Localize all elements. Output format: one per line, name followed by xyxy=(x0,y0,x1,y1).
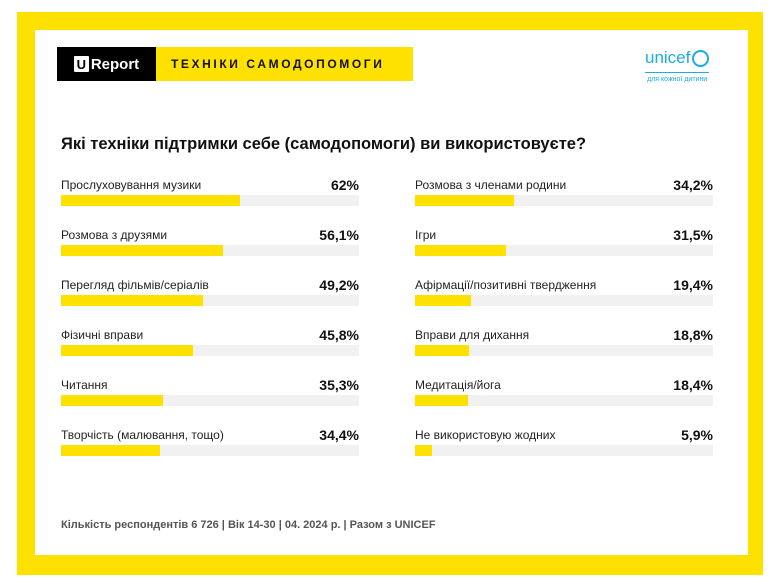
bar-track xyxy=(61,345,359,356)
bar-fill xyxy=(61,245,224,256)
bar-fill xyxy=(415,195,514,206)
unicef-globe-icon xyxy=(692,49,710,67)
bar-value: 5,9% xyxy=(681,427,713,443)
chart-title: Які техніки підтримки себе (самодопомоги… xyxy=(61,135,587,153)
bar-track xyxy=(61,295,359,306)
logo-text: Report xyxy=(90,55,140,73)
header-bar: U Report ТЕХНІКИ САМОДОПОМОГИ xyxy=(57,47,413,81)
bar-item: Читання 35,3% xyxy=(61,372,359,412)
bar-label: Не використовую жодних xyxy=(415,428,556,442)
bar-fill xyxy=(61,195,241,206)
bar-label: Розмова з друзями xyxy=(61,228,168,242)
bar-item: Медитація/йога 18,4% xyxy=(415,372,713,412)
bar-value: 45,8% xyxy=(319,327,359,343)
divider xyxy=(645,72,710,73)
bar-track xyxy=(61,245,359,256)
ureport-logo: U Report xyxy=(57,47,156,81)
bar-value: 34,2% xyxy=(673,177,713,193)
bar-label: Афірмації/позитивні твердження xyxy=(415,278,597,292)
u-icon: U xyxy=(73,56,89,72)
bar-fill xyxy=(61,395,164,406)
bar-value: 49,2% xyxy=(319,277,359,293)
bar-value: 31,5% xyxy=(673,227,713,243)
bar-track xyxy=(415,195,713,206)
bar-value: 18,8% xyxy=(673,327,713,343)
bar-item: Не використовую жодних 5,9% xyxy=(415,422,713,462)
bar-label: Фізичні вправи xyxy=(61,328,144,342)
bar-fill xyxy=(415,345,470,356)
bar-item: Фізичні вправи 45,8% xyxy=(61,322,359,362)
bar-value: 35,3% xyxy=(319,377,359,393)
bar-value: 18,4% xyxy=(673,377,713,393)
bar-track xyxy=(415,295,713,306)
bar-fill xyxy=(415,445,433,456)
bar-value: 56,1% xyxy=(319,227,359,243)
bar-item: Перегляд фільмів/серіалів 49,2% xyxy=(61,272,359,312)
bar-item: Творчість (малювання, тощо) 34,4% xyxy=(61,422,359,462)
bar-track xyxy=(415,395,713,406)
bar-value: 34,4% xyxy=(319,427,359,443)
unicef-text: unicef xyxy=(645,48,691,67)
bar-value: 62% xyxy=(330,177,359,193)
bar-track xyxy=(61,395,359,406)
topic-tag: ТЕХНІКИ САМОДОПОМОГИ xyxy=(156,47,413,81)
bar-fill xyxy=(415,295,472,306)
bar-track xyxy=(415,345,713,356)
bar-fill xyxy=(415,245,507,256)
unicef-tagline: для кожної дитини xyxy=(647,76,708,83)
bar-label: Вправи для дихання xyxy=(415,328,530,342)
bar-item: Вправи для дихання 18,8% xyxy=(415,322,713,362)
bar-track xyxy=(415,245,713,256)
bar-label: Розмова з членами родини xyxy=(415,178,567,192)
bar-track xyxy=(61,195,359,206)
bar-item: Ігри 31,5% xyxy=(415,222,713,262)
bar-track xyxy=(415,445,713,456)
unicef-logo: unicef для кожної дитини xyxy=(645,48,710,83)
bar-label: Перегляд фільмів/серіалів xyxy=(61,278,209,292)
bar-label: Творчість (малювання, тощо) xyxy=(61,428,224,442)
card xyxy=(35,30,748,555)
bar-label: Ігри xyxy=(415,228,437,242)
bar-label: Медитація/йога xyxy=(415,378,501,392)
bar-track xyxy=(61,445,359,456)
bar-fill xyxy=(61,295,204,306)
bar-fill xyxy=(61,445,161,456)
bar-item: Прослуховування музики 62% xyxy=(61,172,359,212)
bar-fill xyxy=(415,395,469,406)
bar-label: Читання xyxy=(61,378,108,392)
bar-fill xyxy=(61,345,194,356)
footer-note: Кількість респондентів 6 726 | Вік 14-30… xyxy=(61,519,436,531)
bar-item: Афірмації/позитивні твердження 19,4% xyxy=(415,272,713,312)
bar-item: Розмова з членами родини 34,2% xyxy=(415,172,713,212)
bar-value: 19,4% xyxy=(673,277,713,293)
bar-item: Розмова з друзями 56,1% xyxy=(61,222,359,262)
bar-label: Прослуховування музики xyxy=(61,178,202,192)
